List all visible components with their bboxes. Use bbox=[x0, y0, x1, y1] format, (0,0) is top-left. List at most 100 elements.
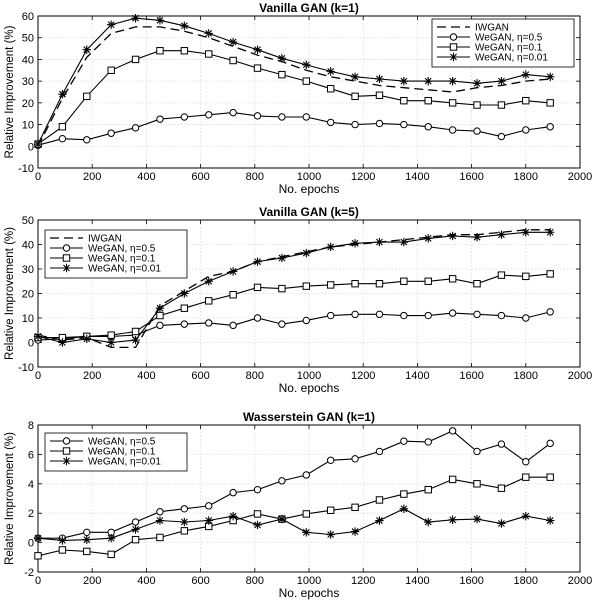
data-point bbox=[131, 13, 140, 23]
data-point bbox=[448, 231, 457, 241]
y-tick-label: 0 bbox=[28, 141, 34, 153]
x-tick-label: 1400 bbox=[405, 575, 429, 587]
data-point bbox=[302, 528, 311, 537]
data-point bbox=[180, 517, 189, 527]
legend-label: WeGAN, η=0.01 bbox=[88, 457, 161, 468]
legend-label: WeGAN, η=0.1 bbox=[475, 43, 543, 54]
series-line bbox=[37, 17, 551, 145]
series-square bbox=[34, 473, 554, 560]
y-tick-label: 20 bbox=[22, 289, 34, 301]
data-point bbox=[375, 237, 384, 247]
data-point bbox=[253, 45, 262, 54]
y-axis-label: Relative Improvement (%) bbox=[4, 432, 16, 565]
data-point bbox=[522, 473, 530, 481]
data-point bbox=[351, 455, 359, 463]
data-point bbox=[253, 64, 262, 72]
y-tick-label: 6 bbox=[28, 449, 34, 461]
x-tick-label: 400 bbox=[137, 575, 155, 587]
data-point bbox=[497, 484, 506, 492]
data-point bbox=[107, 129, 115, 137]
data-point bbox=[473, 127, 481, 135]
data-point bbox=[229, 291, 237, 299]
x-tick-label: 200 bbox=[83, 575, 101, 587]
series-none bbox=[37, 26, 551, 147]
data-point bbox=[522, 314, 530, 322]
legend-label: IWGAN bbox=[88, 234, 122, 245]
legend-label: WeGAN, η=0.1 bbox=[88, 447, 156, 458]
data-point bbox=[58, 89, 67, 99]
data-point bbox=[546, 99, 554, 107]
data-point bbox=[302, 316, 310, 325]
data-point bbox=[180, 21, 189, 30]
data-point bbox=[205, 50, 213, 58]
data-point bbox=[253, 485, 262, 494]
y-tick-label: 60 bbox=[22, 11, 34, 23]
data-point bbox=[106, 338, 116, 347]
series-line bbox=[38, 273, 551, 339]
series-line bbox=[37, 50, 551, 145]
data-point bbox=[326, 506, 335, 514]
x-tick-label: 2000 bbox=[568, 575, 592, 587]
data-point bbox=[424, 234, 433, 243]
data-point bbox=[350, 72, 360, 81]
data-point bbox=[375, 280, 384, 288]
data-point bbox=[107, 66, 115, 74]
data-point bbox=[229, 488, 237, 497]
data-point bbox=[277, 253, 287, 263]
data-point bbox=[204, 277, 213, 286]
x-tick-label: 1200 bbox=[351, 171, 375, 183]
legend-marker bbox=[449, 43, 458, 51]
data-point bbox=[302, 77, 310, 85]
legend-marker bbox=[449, 52, 458, 62]
data-point bbox=[180, 527, 189, 535]
data-point bbox=[83, 528, 91, 537]
data-point bbox=[521, 70, 530, 79]
legend-label: WeGAN, η=0.5 bbox=[88, 437, 156, 448]
data-point bbox=[106, 20, 116, 29]
data-point bbox=[33, 332, 43, 341]
data-point bbox=[375, 74, 384, 84]
data-point bbox=[253, 112, 262, 120]
data-point bbox=[277, 54, 287, 63]
x-tick-label: 1600 bbox=[459, 171, 483, 183]
data-point bbox=[424, 96, 432, 105]
data-point bbox=[204, 29, 213, 38]
chart-panel: 0 200 400 600 800 1000 1200 1400 1600 1800 2000-20… bbox=[4, 410, 592, 600]
data-point bbox=[228, 267, 238, 276]
data-point bbox=[472, 79, 482, 88]
data-point bbox=[448, 515, 457, 525]
data-point bbox=[58, 134, 67, 143]
y-tick-label: 20 bbox=[22, 98, 34, 110]
data-point bbox=[58, 123, 67, 131]
data-point bbox=[107, 550, 115, 559]
x-axis-label: No. epochs bbox=[279, 586, 340, 600]
data-point bbox=[448, 427, 457, 435]
data-point bbox=[497, 76, 506, 86]
x-tick-label: 200 bbox=[83, 370, 101, 382]
data-point bbox=[180, 289, 189, 298]
data-point bbox=[34, 552, 42, 560]
data-point bbox=[205, 319, 213, 327]
data-point bbox=[424, 311, 432, 320]
data-point bbox=[278, 113, 286, 121]
legend-label: WeGAN, η=0.01 bbox=[475, 53, 548, 64]
data-point bbox=[424, 76, 433, 86]
y-tick-label: 10 bbox=[22, 120, 34, 132]
data-point bbox=[351, 310, 359, 319]
data-point bbox=[33, 139, 43, 149]
data-point bbox=[424, 517, 433, 527]
data-point bbox=[448, 475, 457, 484]
series-none bbox=[37, 229, 551, 349]
data-point bbox=[302, 60, 311, 70]
series-line bbox=[37, 231, 551, 344]
data-point bbox=[351, 503, 359, 512]
x-tick-label: 0 bbox=[35, 575, 41, 587]
x-tick-label: 800 bbox=[246, 370, 264, 382]
data-point bbox=[497, 271, 506, 279]
data-point bbox=[473, 280, 481, 288]
data-point bbox=[375, 91, 384, 99]
data-point bbox=[546, 123, 554, 131]
y-tick-label: 2 bbox=[28, 508, 34, 520]
data-point bbox=[278, 320, 286, 328]
